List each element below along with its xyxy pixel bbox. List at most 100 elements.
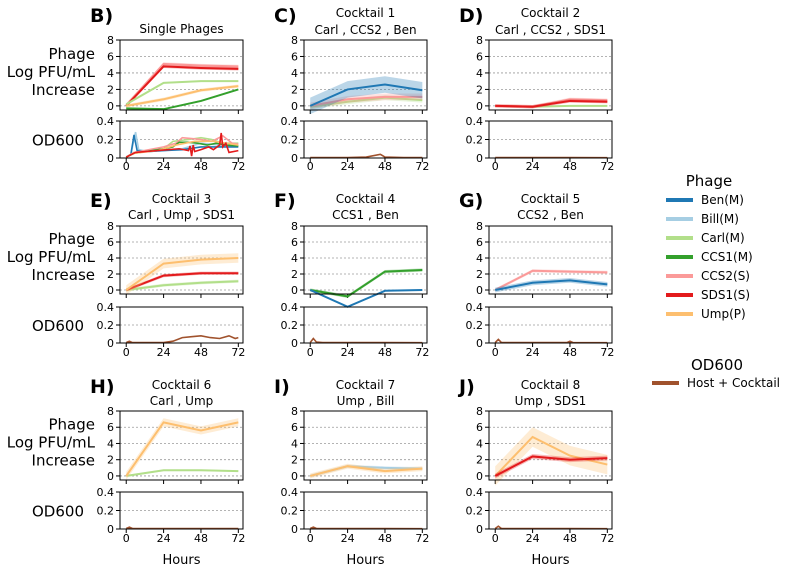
x-tick-label: 0 xyxy=(123,160,130,173)
x-tick-label: 0 xyxy=(307,532,314,545)
series-band xyxy=(126,88,239,110)
y-tick-label: 6 xyxy=(107,236,114,249)
x-tick-label: 72 xyxy=(231,160,245,173)
x-tick-label: 72 xyxy=(600,160,614,173)
series-line xyxy=(310,96,423,108)
chart-subtitle: CCS1 , Ben xyxy=(332,208,399,222)
legend-label: Carl(M) xyxy=(701,231,745,245)
series-line xyxy=(495,279,608,291)
y-tick-label: 4 xyxy=(291,67,298,80)
y-tick-label: 0 xyxy=(476,152,483,165)
od-series-line xyxy=(494,525,608,530)
x-tick-label: 24 xyxy=(157,160,171,173)
y-tick-label: 4 xyxy=(476,67,483,80)
series-line xyxy=(494,435,608,477)
chart-subtitle: Ump , SDS1 xyxy=(515,394,587,408)
y-axis-label: Phage xyxy=(49,416,96,434)
y-tick-label: 4 xyxy=(476,252,483,265)
panel-letter: H) xyxy=(90,376,115,398)
axes-frame xyxy=(119,225,244,295)
x-axis-label: Hours xyxy=(531,553,569,568)
x-axis-label: Hours xyxy=(346,553,384,568)
legend: Phage Ben(M) Bill(M) Carl(M) CCS1(M) CCS2(S) S… xyxy=(652,172,780,390)
y-axis-label: Log PFU/mL xyxy=(7,434,96,452)
series-line xyxy=(126,88,239,111)
y-tick-label: 0.2 xyxy=(281,505,299,518)
chart-title: Cocktail 2 xyxy=(521,6,580,20)
x-tick-label: 48 xyxy=(378,160,392,173)
legend-title: OD600 xyxy=(691,356,743,374)
y-tick-label: 0 xyxy=(107,523,114,536)
axes-frame xyxy=(488,39,613,111)
y-tick-label: 8 xyxy=(107,220,114,233)
y-axis-label: OD600 xyxy=(32,317,84,335)
y-tick-label: 2 xyxy=(476,83,483,96)
x-tick-label: 72 xyxy=(600,346,614,359)
axes-frame xyxy=(303,491,428,530)
axes-frame xyxy=(488,120,613,159)
y-tick-label: 0 xyxy=(291,337,298,350)
x-tick-label: 0 xyxy=(123,532,130,545)
y-tick-label: 6 xyxy=(291,421,298,434)
series-line xyxy=(309,83,423,107)
od-series-line xyxy=(310,153,423,159)
x-axis-label: Hours xyxy=(162,553,200,568)
legend-label: Host + Cocktail xyxy=(687,376,780,390)
x-tick-label: 24 xyxy=(341,532,355,545)
chart-subtitle: Carl , Ump xyxy=(150,394,214,408)
y-tick-label: 6 xyxy=(476,421,483,434)
od-series-line xyxy=(125,334,239,344)
y-axis-label: OD600 xyxy=(32,503,84,521)
x-tick-label: 24 xyxy=(526,346,540,359)
axes-frame xyxy=(119,491,244,530)
y-tick-label: 8 xyxy=(291,405,298,418)
y-tick-label: 8 xyxy=(291,220,298,233)
y-tick-label: 2 xyxy=(291,83,298,96)
y-tick-label: 0.2 xyxy=(466,505,484,518)
chart-title: Cocktail 3 xyxy=(152,192,211,206)
y-tick-label: 0.4 xyxy=(97,301,115,314)
series-line xyxy=(125,257,239,291)
y-tick-label: 0.2 xyxy=(281,134,299,147)
series-line xyxy=(125,421,239,477)
panel-letter: J) xyxy=(457,376,475,398)
x-tick-label: 0 xyxy=(307,160,314,173)
axes-frame xyxy=(119,39,244,111)
y-tick-label: 4 xyxy=(291,252,298,265)
x-tick-label: 24 xyxy=(341,160,355,173)
y-tick-label: 6 xyxy=(291,236,298,249)
od-series-line xyxy=(309,526,423,530)
chart-title: Cocktail 4 xyxy=(336,192,395,206)
y-axis-label: Increase xyxy=(32,266,95,284)
panel-letter: G) xyxy=(459,190,483,212)
y-tick-label: 0.2 xyxy=(466,319,484,332)
y-tick-label: 0.2 xyxy=(281,319,299,332)
series-band xyxy=(126,418,239,480)
axes-frame xyxy=(119,306,244,344)
x-tick-label: 24 xyxy=(526,532,540,545)
x-tick-label: 0 xyxy=(123,346,130,359)
x-tick-label: 24 xyxy=(341,346,355,359)
chart-subtitle: Carl , CCS2 , Ben xyxy=(314,23,416,37)
y-tick-label: 8 xyxy=(291,34,298,47)
chart-title: Cocktail 7 xyxy=(336,378,395,392)
series-line xyxy=(494,269,608,291)
panel-letter: D) xyxy=(459,5,483,27)
axes-frame xyxy=(119,120,244,159)
x-tick-label: 48 xyxy=(563,346,577,359)
y-tick-label: 0 xyxy=(476,470,483,483)
series-line xyxy=(310,95,423,107)
panel-letter: C) xyxy=(274,5,297,27)
y-tick-label: 0.4 xyxy=(281,486,299,499)
series-line xyxy=(125,272,239,291)
x-tick-label: 72 xyxy=(415,346,429,359)
x-tick-label: 24 xyxy=(157,532,171,545)
chart-title: Cocktail 1 xyxy=(336,6,395,20)
y-tick-label: 0 xyxy=(107,337,114,350)
series-line xyxy=(126,85,239,107)
y-tick-label: 2 xyxy=(291,268,298,281)
y-tick-label: 2 xyxy=(107,83,114,96)
